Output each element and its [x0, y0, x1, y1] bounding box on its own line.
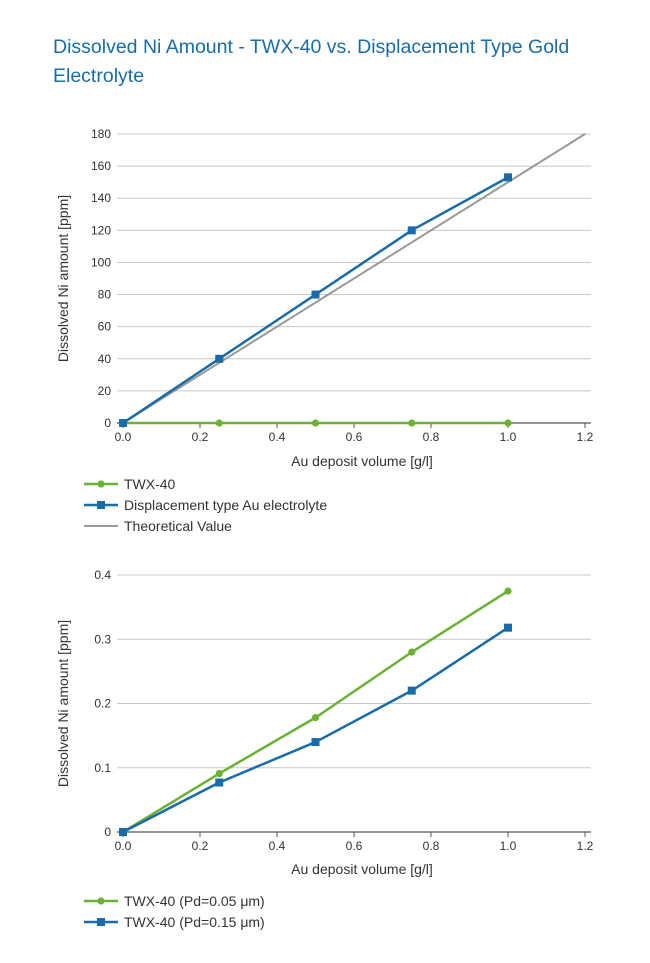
legend-top: TWX-40 Displacement type Au electrolyte Th…	[84, 473, 327, 536]
y-tick-label: 60	[98, 320, 112, 334]
legend-label: Theoretical Value	[124, 517, 232, 534]
legend-marker-square	[97, 917, 105, 926]
legend-swatch	[84, 500, 118, 509]
series-line	[122, 133, 586, 424]
data-point-circle	[215, 419, 223, 427]
data-point-square	[215, 778, 224, 787]
y-tick-label: 100	[91, 255, 111, 269]
x-tick-label: 0.6	[346, 430, 363, 444]
legend-marker-circle	[97, 896, 105, 905]
x-tick-label: 0.0	[115, 839, 132, 853]
series-line	[122, 590, 509, 834]
y-tick-label: 40	[98, 352, 112, 366]
data-point-square	[407, 686, 416, 695]
data-point-square	[119, 828, 127, 836]
legend-item: TWX-40 (Pd=0.15 μm)	[84, 911, 265, 932]
legend-label: TWX-40	[124, 475, 176, 492]
data-point-circle	[311, 419, 320, 427]
chart-top: 0 20 40 60 80 100 120 140 160 180 0.0 0.2 0.4 0.6 0.8 1…	[55, 127, 594, 469]
x-tick-label: 0.6	[346, 839, 363, 853]
y-tick-label: 0.4	[94, 568, 111, 582]
y-tick-label: 20	[98, 384, 112, 398]
y-tick-label: 0.2	[94, 697, 111, 711]
legend-marker-circle	[97, 479, 105, 488]
data-point-circle	[311, 714, 320, 722]
data-point-square	[504, 173, 512, 182]
data-point-circle	[504, 419, 512, 427]
legend-label: TWX-40 (Pd=0.05 μm)	[124, 892, 265, 909]
y-tick-label: 0	[104, 825, 111, 839]
legend-swatch	[84, 524, 118, 527]
data-point-circle	[504, 587, 512, 595]
y-tick-label: 0	[104, 416, 111, 430]
data-point-square	[215, 354, 224, 363]
chart-bottom: 0 0.1 0.2 0.3 0.4 0.0 0.2 0.4 0.6 0.8 1.0 1.2 Au dep…	[55, 568, 594, 877]
legend-label: Displacement type Au electrolyte	[124, 496, 328, 513]
x-tick-label: 0.0	[115, 430, 132, 444]
legend-item: Theoretical Value	[84, 515, 327, 536]
x-tick-label: 1.0	[500, 430, 517, 444]
x-tick-label: 1.0	[500, 839, 517, 853]
y-axis-title: Dissolved Ni amount [ppm]	[55, 620, 71, 787]
legend-marker-square	[97, 500, 105, 509]
y-tick-label: 80	[98, 288, 112, 302]
data-point-square	[311, 738, 320, 747]
x-tick-label: 0.8	[423, 839, 440, 853]
x-tick-label: 0.2	[192, 430, 209, 444]
legend-bottom: TWX-40 (Pd=0.05 μm) TWX-40 (Pd=0.15 μm)	[84, 890, 265, 932]
legend-swatch	[84, 479, 118, 488]
data-point-circle	[408, 419, 416, 427]
series-line	[122, 626, 509, 834]
y-tick-label: 0.3	[94, 632, 111, 646]
data-point-square	[407, 226, 416, 235]
y-axis-title: Dissolved Ni amount [ppm]	[55, 195, 71, 362]
data-point-square	[119, 419, 127, 427]
x-tick-label: 0.4	[269, 430, 286, 444]
x-tick-label: 0.4	[269, 839, 286, 853]
page-title: Dissolved Ni Amount - TWX-40 vs. Displac…	[53, 36, 570, 87]
legend-swatch	[84, 917, 118, 926]
legend-label: TWX-40 (Pd=0.15 μm)	[124, 913, 265, 930]
legend-item: TWX-40	[84, 473, 327, 494]
data-point-circle	[408, 648, 416, 656]
y-tick-label: 120	[91, 223, 111, 237]
x-axis-title: Au deposit volume [g/l]	[291, 861, 433, 877]
x-tick-label: 1.2	[577, 839, 594, 853]
y-tick-label: 160	[91, 159, 111, 173]
y-tick-label: 180	[91, 127, 111, 141]
data-point-square	[504, 623, 512, 632]
x-tick-label: 0.8	[423, 430, 440, 444]
data-point-square	[311, 290, 320, 299]
y-tick-label: 0.1	[94, 761, 111, 775]
y-tick-label: 140	[91, 191, 111, 205]
legend-swatch	[84, 896, 118, 905]
legend-item: Displacement type Au electrolyte	[84, 494, 327, 515]
data-point-circle	[215, 769, 223, 778]
x-tick-label: 0.2	[192, 839, 209, 853]
legend-item: TWX-40 (Pd=0.05 μm)	[84, 890, 265, 911]
x-tick-label: 1.2	[577, 430, 594, 444]
x-axis-title: Au deposit volume [g/l]	[291, 453, 433, 469]
